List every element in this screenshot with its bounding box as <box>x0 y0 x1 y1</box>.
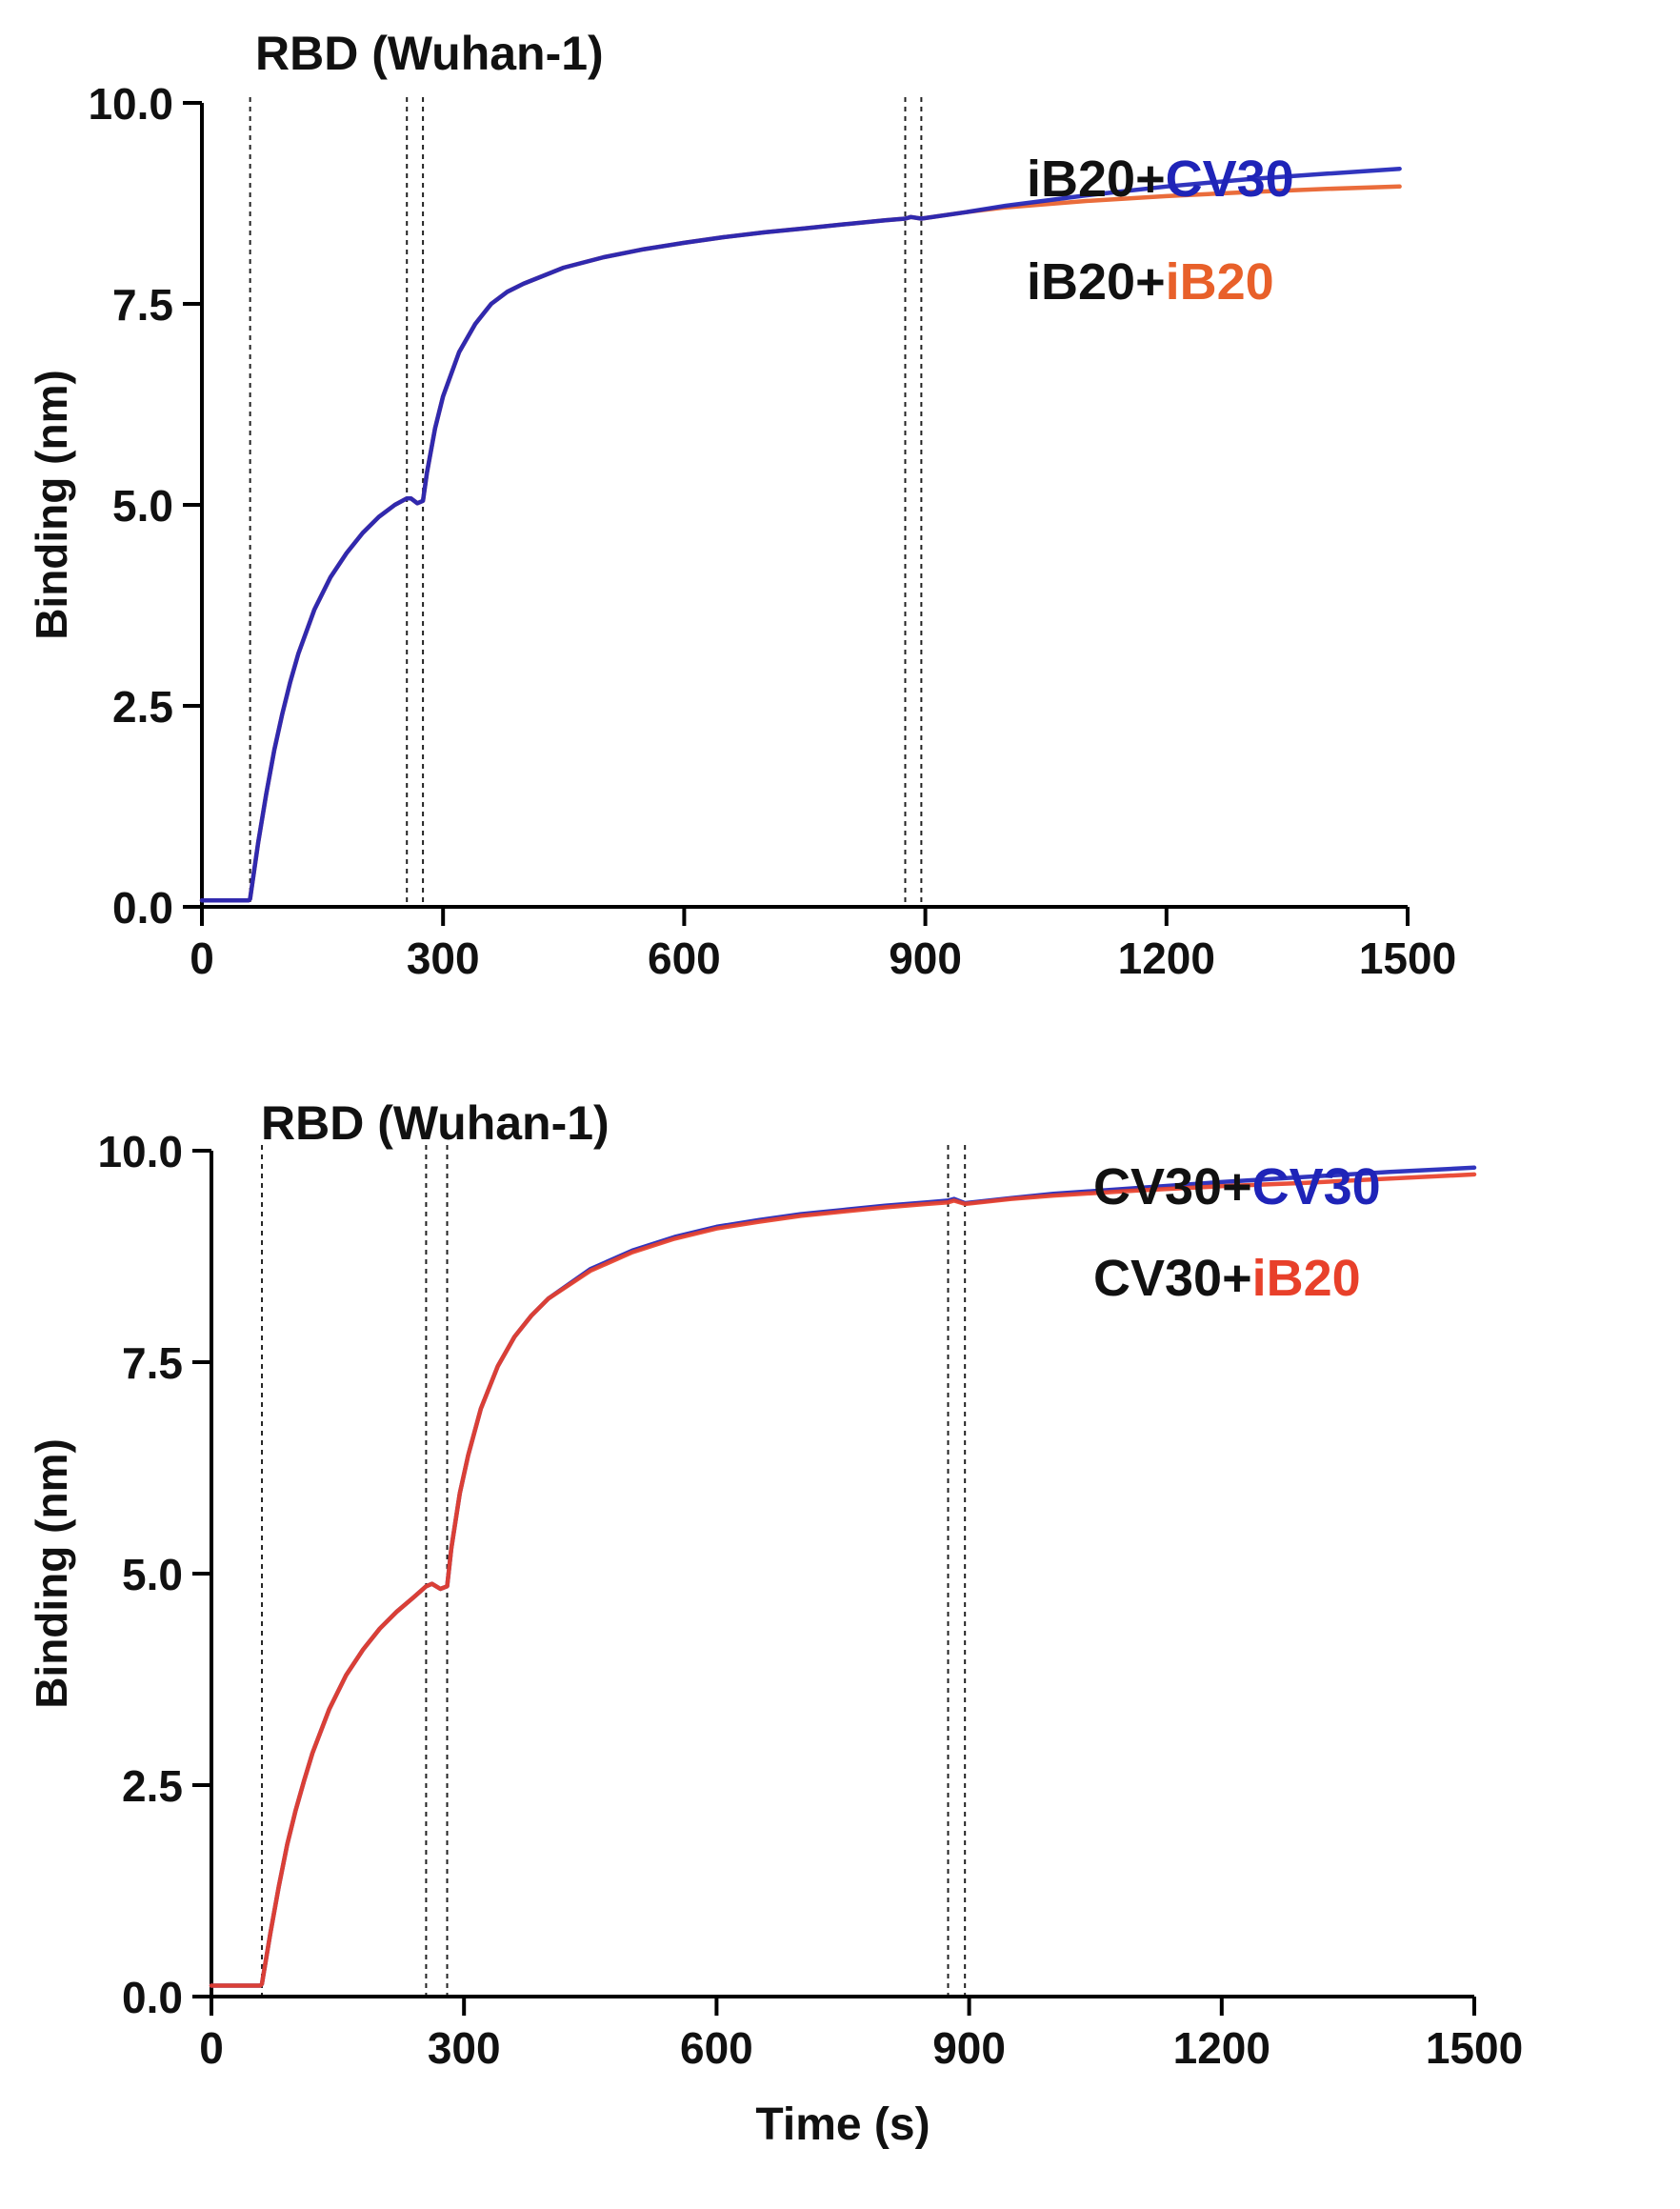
y-tick-label: 10.0 <box>97 1127 183 1176</box>
x-tick-label: 300 <box>428 2023 501 2073</box>
y-tick-label: 0.0 <box>122 1973 183 2022</box>
series-label-antibody: iB20 <box>1166 253 1274 311</box>
series-label: iB20+CV30 <box>1027 151 1294 208</box>
y-tick-label: 5.0 <box>112 481 173 531</box>
x-tick-label: 0 <box>199 2023 224 2073</box>
x-tick-label: 300 <box>407 934 480 983</box>
y-axis-label: Binding (nm) <box>27 370 76 640</box>
bottom-chart-panel: RBD (Wuhan-1) 0.0 2.5 5.0 7.5 10.0 0 300 600 900 1… <box>27 1096 1523 2150</box>
x-tick-label: 1200 <box>1173 2023 1270 2073</box>
chart-title: RBD (Wuhan-1) <box>255 27 604 80</box>
y-tick-label: 2.5 <box>112 682 173 732</box>
series-label: CV30+CV30 <box>1093 1158 1381 1215</box>
series-label-antibody: CV30 <box>1252 1158 1381 1215</box>
x-tick-label: 900 <box>932 2023 1006 2073</box>
chart-title: RBD (Wuhan-1) <box>261 1096 610 1150</box>
series-label-prefix: CV30+ <box>1093 1158 1252 1215</box>
x-tick-label: 900 <box>889 934 962 983</box>
y-tick-label: 0.0 <box>112 883 173 933</box>
series-label-prefix: iB20+ <box>1027 253 1166 311</box>
y-tick-label: 2.5 <box>122 1761 183 1811</box>
series-label-prefix: CV30+ <box>1093 1250 1252 1307</box>
x-tick-label: 0 <box>190 934 214 983</box>
x-tick-label: 600 <box>680 2023 753 2073</box>
series-label-antibody: CV30 <box>1166 151 1294 208</box>
y-axis-label: Binding (nm) <box>27 1438 76 1709</box>
y-tick-label: 10.0 <box>88 79 173 129</box>
y-tick-label: 7.5 <box>122 1338 183 1388</box>
series-label-prefix: iB20+ <box>1027 151 1166 208</box>
x-axis-label: Time (s) <box>755 2099 930 2150</box>
top-chart-panel: RBD (Wuhan-1) 0.0 2.5 5.0 7.5 10.0 0 300 600 900 1… <box>27 27 1456 983</box>
series-label-antibody: iB20 <box>1252 1250 1361 1307</box>
y-tick-label: 7.5 <box>112 280 173 330</box>
x-tick-label: 1500 <box>1426 2023 1523 2073</box>
y-tick-label: 5.0 <box>122 1550 183 1599</box>
x-tick-label: 600 <box>648 934 721 983</box>
series-line-cv30-ib20 <box>209 1172 1477 1988</box>
series-label: iB20+iB20 <box>1027 253 1274 311</box>
series-line-ib20-cv30 <box>199 166 1402 903</box>
series-label: CV30+iB20 <box>1093 1250 1361 1307</box>
x-tick-label: 1500 <box>1359 934 1456 983</box>
x-tick-label: 1200 <box>1118 934 1215 983</box>
